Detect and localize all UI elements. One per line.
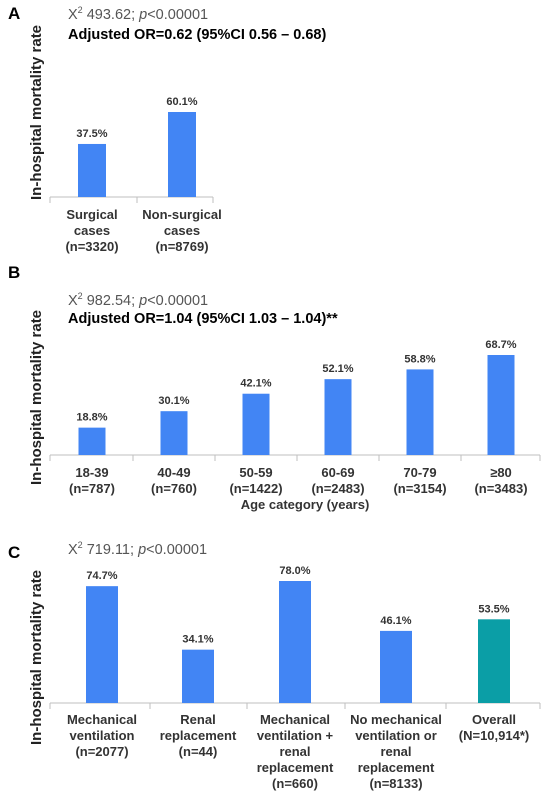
panel-c-category-label-0-2: (n=2077) bbox=[75, 744, 128, 759]
panel-a-bar-0 bbox=[78, 143, 106, 197]
panel-c-category-label-1-1: replacement bbox=[160, 728, 237, 743]
panel-a-bar-1 bbox=[168, 112, 196, 197]
panel-c-value-label-1: 34.1% bbox=[182, 634, 213, 646]
panel-a-category-label-1-1: cases bbox=[164, 223, 200, 238]
panel-b-category-label-2-0: 50-59 bbox=[239, 465, 272, 480]
panel-c-bar-3 bbox=[380, 630, 412, 703]
panel-c-category-label-2-2: renal bbox=[279, 744, 310, 759]
panel-b-category-label-5-0: ≥80 bbox=[490, 465, 512, 480]
panel-c-category-label-3-4: (n=8133) bbox=[369, 776, 422, 791]
panel-c-bar-4 bbox=[478, 619, 510, 703]
panel-a-value-label-0: 37.5% bbox=[76, 128, 107, 140]
panel-c-value-label-3: 46.1% bbox=[380, 615, 411, 627]
panel-b-bar-1 bbox=[160, 411, 188, 455]
panel-b-category-label-0-1: (n=787) bbox=[69, 481, 115, 496]
panel-b-category-label-4-0: 70-79 bbox=[403, 465, 436, 480]
panel-b-bar-3 bbox=[324, 379, 352, 455]
panel-c-category-label-3-3: replacement bbox=[358, 760, 435, 775]
panel-c-letter: C bbox=[8, 543, 21, 562]
panel-c-bar-1 bbox=[182, 649, 214, 703]
panel-c-category-label-2-0: Mechanical bbox=[260, 712, 330, 727]
panel-c-category-label-0-1: ventilation bbox=[69, 728, 134, 743]
panel-b-category-label-4-1: (n=3154) bbox=[393, 481, 446, 496]
panel-b-adjusted-or: Adjusted OR=1.04 (95%CI 1.03 – 1.04)** bbox=[68, 311, 338, 327]
panel-b-bar-5 bbox=[487, 355, 515, 455]
panel-b-chi-square: X2 982.54; p<0.00001 bbox=[68, 291, 209, 309]
panel-b-value-label-5: 68.7% bbox=[485, 339, 516, 351]
panel-a-category-label-0-2: (n=3320) bbox=[65, 239, 118, 254]
panel-c-category-label-2-3: replacement bbox=[257, 760, 334, 775]
panel-c-value-label-4: 53.5% bbox=[478, 603, 509, 615]
panel-b-category-label-2-1: (n=1422) bbox=[229, 481, 282, 496]
panel-b-value-label-0: 18.8% bbox=[76, 412, 107, 424]
panel-b-p-value: <0.00001 bbox=[147, 292, 209, 309]
panel-b-category-label-0-0: 18-39 bbox=[75, 465, 108, 480]
panel-a-chi-value: 493.62; bbox=[86, 6, 140, 23]
panel-c-category-label-3-2: renal bbox=[380, 744, 411, 759]
panel-b-bar-2 bbox=[242, 393, 270, 455]
panel-a-category-label-0-1: cases bbox=[74, 223, 110, 238]
panel-c-bar-0 bbox=[86, 586, 118, 703]
panel-b-category-label-1-1: (n=760) bbox=[151, 481, 197, 496]
panel-c-category-label-3-1: ventilation or bbox=[355, 728, 437, 743]
panel-b-value-label-2: 42.1% bbox=[240, 378, 271, 390]
panel-c-category-label-2-1: ventilation + bbox=[257, 728, 334, 743]
panel-a-value-label-1: 60.1% bbox=[166, 96, 197, 108]
panel-c-p-value: <0.00001 bbox=[146, 541, 208, 558]
panel-b-x-axis-title: Age category (years) bbox=[241, 497, 370, 512]
panel-b-chi-value: 982.54; bbox=[86, 292, 140, 309]
panel-a-category-label-1-2: (n=8769) bbox=[155, 239, 208, 254]
panel-a-category-label-0-0: Surgical bbox=[66, 207, 117, 222]
panel-c-category-label-4-0: Overall bbox=[472, 712, 516, 727]
panel-c-chi-square: X2 719.11; p<0.00001 bbox=[68, 540, 208, 558]
panel-c-chi-value: 719.11; bbox=[86, 541, 139, 558]
panel-c-category-label-0-0: Mechanical bbox=[67, 712, 137, 727]
panel-a-adjusted-or: Adjusted OR=0.62 (95%CI 0.56 – 0.68) bbox=[68, 27, 327, 43]
panel-a-letter: A bbox=[8, 4, 21, 23]
panel-b-category-label-3-0: 60-69 bbox=[321, 465, 354, 480]
panel-a-category-label-1-0: Non-surgical bbox=[142, 207, 221, 222]
panel-b-bar-4 bbox=[406, 369, 434, 455]
panel-b-bar-0 bbox=[78, 427, 106, 455]
panel-b-letter: B bbox=[8, 263, 21, 282]
panel-b-category-label-5-1: (n=3483) bbox=[474, 481, 527, 496]
panel-a-p-value: <0.00001 bbox=[147, 6, 209, 23]
panel-c-category-label-3-0: No mechanical bbox=[350, 712, 442, 727]
panel-c-value-label-0: 74.7% bbox=[86, 570, 117, 582]
panel-a-chi-square: X2 493.62; p<0.00001 bbox=[68, 5, 209, 23]
panel-c-bar-2 bbox=[279, 581, 311, 703]
panel-c-category-label-4-1: (N=10,914*) bbox=[459, 728, 529, 743]
panel-c-value-label-2: 78.0% bbox=[279, 565, 310, 577]
panel-b-value-label-1: 30.1% bbox=[158, 395, 189, 407]
panel-b-category-label-1-0: 40-49 bbox=[157, 465, 190, 480]
panel-b-value-label-4: 58.8% bbox=[404, 353, 435, 365]
panel-b-category-label-3-1: (n=2483) bbox=[311, 481, 364, 496]
panel-c-category-label-1-0: Renal bbox=[180, 712, 215, 727]
panel-b-value-label-3: 52.1% bbox=[322, 363, 353, 375]
panel-c-category-label-1-2: (n=44) bbox=[179, 744, 218, 759]
panel-c-category-label-2-4: (n=660) bbox=[272, 776, 318, 791]
